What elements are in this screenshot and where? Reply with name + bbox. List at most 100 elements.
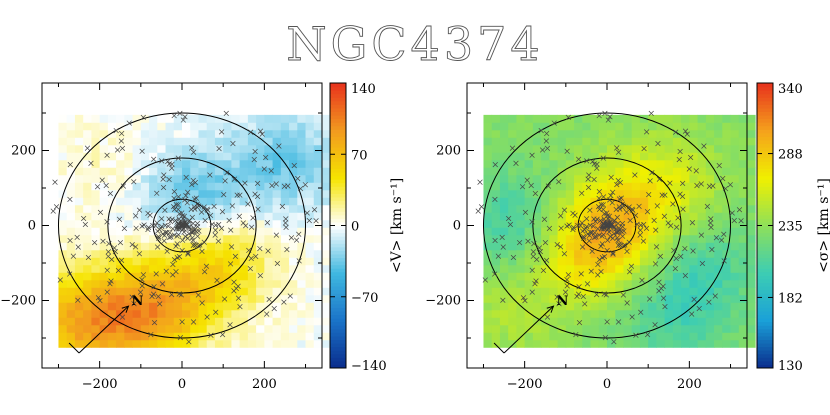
fiber-cross [186, 231, 192, 237]
heatmap-cell [132, 339, 142, 348]
heatmap-cell [697, 189, 707, 198]
fiber-cross [522, 209, 529, 216]
heatmap-cell [107, 219, 117, 228]
heatmap-cell [582, 144, 591, 153]
colorbar-segment [330, 239, 346, 244]
heatmap-cell [305, 137, 315, 146]
heatmap-cell [305, 152, 315, 161]
heatmap-cell [91, 324, 101, 333]
fiber-cross [615, 242, 622, 249]
colorbar-segment [757, 100, 773, 105]
heatmap-cell [672, 257, 682, 266]
fiber-cross [600, 232, 607, 238]
fiber-cross [475, 208, 481, 214]
heatmap-cell [631, 137, 641, 146]
heatmap-cell [239, 332, 249, 341]
heatmap-cell [206, 159, 216, 168]
heatmap-cell [231, 302, 241, 311]
fiber-cross [738, 218, 744, 224]
heatmap-cell [714, 324, 723, 333]
fiber-cross [604, 319, 610, 325]
colorbar-segment [757, 325, 773, 330]
heatmap-cell [165, 167, 175, 176]
heatmap-cell [91, 234, 101, 243]
heatmap-cell [116, 279, 125, 288]
colorbar-segment [330, 271, 346, 276]
colorbar-segment [330, 100, 346, 105]
fiber-cross [170, 261, 176, 268]
heatmap-cell [132, 264, 142, 273]
fiber-cross [583, 216, 590, 222]
heatmap-cell [607, 242, 616, 251]
heatmap-cell [214, 309, 224, 318]
heatmap-cell [116, 122, 125, 131]
heatmap-cell [305, 114, 315, 123]
fiber-cross [619, 220, 626, 227]
fiber-cross [708, 224, 714, 231]
heatmap-cell [656, 144, 666, 153]
heatmap-cell [681, 302, 690, 311]
heatmap-cell [549, 227, 558, 236]
heatmap-cell [516, 264, 526, 273]
heatmap-cell [272, 219, 282, 228]
heatmap-cell [607, 159, 616, 168]
heatmap-cell [508, 339, 517, 348]
heatmap-cell [747, 332, 756, 341]
heatmap-cell [256, 144, 265, 153]
heatmap-cell [532, 302, 542, 311]
heatmap-cell [165, 257, 175, 266]
heatmap-cell [747, 129, 756, 138]
heatmap-cell [66, 317, 76, 326]
fiber-cross [257, 128, 264, 134]
fiber-cross [516, 239, 523, 246]
heatmap-cell [672, 167, 682, 176]
heatmap-cell [689, 234, 698, 243]
fiber-cross [164, 248, 170, 254]
heatmap-cell [532, 332, 542, 341]
heatmap-cell [532, 159, 542, 168]
heatmap-cell [738, 219, 748, 228]
heatmap-cell [664, 332, 674, 341]
heatmap-cell [289, 114, 298, 123]
heatmap-cell [231, 182, 241, 191]
fiber-cross [182, 233, 188, 240]
heatmap-cell [689, 309, 698, 318]
north-arrow-tail [68, 342, 80, 354]
fiber-cross [209, 221, 215, 227]
heatmap-cell [639, 122, 649, 131]
heatmap-cell [140, 122, 150, 131]
colorbar-segment [330, 261, 346, 266]
heatmap-cell [280, 212, 290, 221]
colorbar-segment [757, 229, 773, 234]
heatmap-cell [132, 189, 142, 198]
heatmap-cell [565, 204, 575, 213]
heatmap-cell [574, 114, 583, 123]
heatmap-cell [598, 167, 608, 176]
heatmap-cell [499, 204, 509, 213]
heatmap-cell [289, 324, 298, 333]
heatmap-cell [524, 152, 534, 161]
heatmap-cell [722, 264, 731, 273]
heatmap-cell [83, 219, 92, 228]
heatmap-cell [107, 264, 117, 273]
heatmap-cell [182, 144, 191, 153]
heatmap-cell [631, 264, 641, 273]
fiber-cross [667, 180, 673, 186]
heatmap-cell [664, 294, 674, 303]
heatmap-cell [631, 287, 641, 296]
heatmap-cell [165, 144, 175, 153]
heatmap-cell [198, 152, 208, 161]
colorbar-segment [757, 236, 773, 241]
heatmap-cell [491, 302, 501, 311]
heatmap-cell [681, 257, 690, 266]
heatmap-cell [74, 182, 84, 191]
fiber-cross [97, 209, 104, 216]
heatmap-cell [140, 234, 150, 243]
colorbar-segment [330, 129, 346, 134]
colorbar-segment [330, 360, 346, 365]
fiber-cross [283, 224, 289, 231]
fiber-cross [524, 177, 530, 183]
heatmap-cell [524, 309, 534, 318]
fiber-cross [252, 148, 258, 155]
heatmap-cell [582, 294, 591, 303]
